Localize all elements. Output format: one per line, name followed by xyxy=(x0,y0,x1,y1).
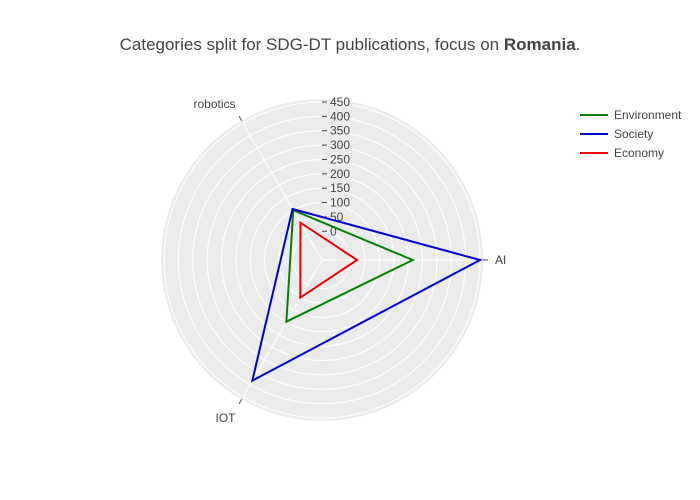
series-environment-polygon[interactable] xyxy=(285,208,416,324)
chart-title-prefix: Categories split for SDG-DT publications… xyxy=(120,35,504,54)
legend-label: Economy xyxy=(614,146,664,160)
legend-item-economy[interactable]: Economy xyxy=(580,146,664,160)
series-economy-polygon[interactable] xyxy=(299,220,359,300)
angular-axis-label-robotics: robotics xyxy=(193,97,235,111)
legend-item-environment[interactable]: Environment xyxy=(580,108,682,122)
angular-axis-label-iot: IOT xyxy=(216,411,237,425)
series-society-polygon[interactable] xyxy=(250,207,483,383)
chart-title-suffix: . xyxy=(576,35,581,54)
angular-tick-mark xyxy=(238,399,242,405)
radial-tick-label: 400 xyxy=(330,109,350,123)
radial-tick-label: 100 xyxy=(330,196,350,210)
angular-gridline xyxy=(242,259,323,398)
radial-tick-label: 0 xyxy=(330,224,337,238)
legend-label: Environment xyxy=(614,108,682,122)
radial-tick-label: 450 xyxy=(330,95,350,109)
chart-title: Categories split for SDG-DT publications… xyxy=(120,35,581,54)
radial-tick-label: 250 xyxy=(330,152,350,166)
angular-tick-mark xyxy=(238,115,242,121)
legend-label: Society xyxy=(614,127,653,141)
radial-tick-label: 300 xyxy=(330,138,350,152)
angular-gridline xyxy=(242,122,323,261)
radial-tick-label: 350 xyxy=(330,124,350,138)
legend[interactable]: Environment Society Economy xyxy=(580,108,682,160)
chart-title-country: Romania xyxy=(504,35,576,54)
radial-tick-label: 150 xyxy=(330,181,350,195)
legend-item-society[interactable]: Society xyxy=(580,127,653,141)
angular-axis-label-ai: AI xyxy=(495,253,506,267)
radial-tick-label: 200 xyxy=(330,167,350,181)
